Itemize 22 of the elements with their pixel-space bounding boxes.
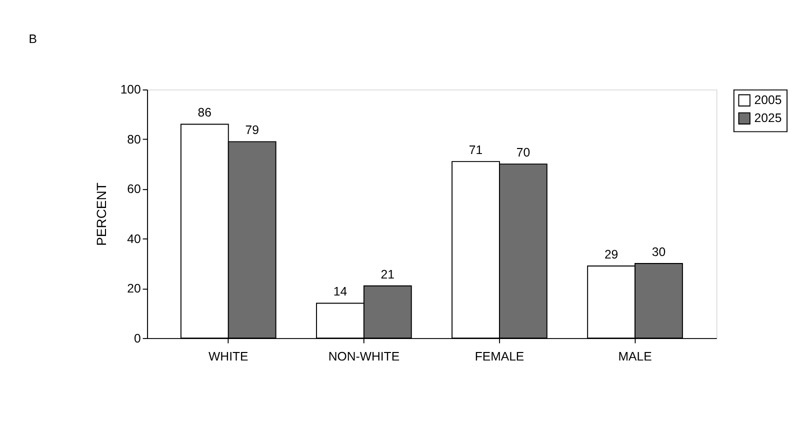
x-tick-label: FEMALE: [474, 349, 524, 364]
y-tick-label: 20: [127, 282, 142, 296]
x-tick-label: MALE: [618, 349, 652, 364]
legend-label: 2025: [754, 111, 782, 126]
data-label: 79: [245, 123, 260, 138]
y-axis-title: PERCENT: [94, 182, 110, 246]
y-tick-label: 40: [127, 232, 142, 246]
data-label: 71: [468, 142, 483, 157]
x-tick-label: NON-WHITE: [328, 349, 400, 364]
y-tick-label: 80: [127, 132, 142, 146]
legend-label: 2005: [754, 93, 782, 108]
data-label: 30: [652, 244, 666, 259]
data-label: 29: [604, 247, 618, 262]
y-tick-label: 0: [134, 331, 142, 346]
data-label: 70: [516, 145, 530, 160]
data-label: 86: [198, 106, 212, 120]
text: B: [28, 32, 37, 46]
data-label: 14: [333, 284, 348, 299]
x-tick-label: WHITE: [208, 349, 248, 364]
data-label: 21: [380, 267, 395, 282]
y-tick-label: 60: [127, 182, 142, 196]
y-tick-label: 100: [120, 82, 142, 97]
